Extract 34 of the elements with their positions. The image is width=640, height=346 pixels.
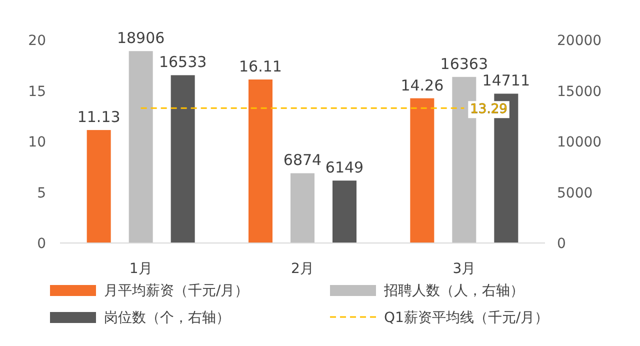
legend-label: Q1薪资平均线（千元/月） (384, 310, 549, 326)
y-tick-label: 5 (37, 185, 46, 202)
data-label: 14.26 (400, 76, 444, 94)
legend-label: 岗位数（个，右轴） (104, 310, 230, 326)
bar (86, 130, 111, 243)
y2-tick-label: 20000 (557, 33, 602, 49)
y-tick-label: 15 (28, 84, 46, 100)
data-label: 6149 (325, 158, 364, 177)
y2-tick-label: 15000 (557, 84, 602, 100)
x-tick-label: 1月 (129, 261, 152, 277)
bar (248, 79, 272, 243)
data-label: 16363 (440, 54, 488, 73)
bar (332, 180, 356, 243)
y-tick-label: 20 (28, 33, 46, 49)
data-label: 11.13 (77, 108, 120, 126)
y2-tick-label: 5000 (557, 185, 593, 202)
data-label: 14711 (482, 72, 530, 90)
bar (410, 98, 434, 243)
bar (290, 173, 314, 243)
data-label: 16533 (158, 53, 207, 72)
y2-tick-label: 0 (557, 236, 566, 252)
x-tick-label: 2月 (291, 261, 314, 277)
bar (170, 75, 195, 243)
data-label: 16.11 (239, 57, 282, 76)
data-label: 18906 (116, 29, 165, 48)
legend-label: 月平均薪资（千元/月） (104, 283, 249, 299)
y-tick-label: 10 (28, 134, 46, 150)
bar (128, 51, 153, 243)
data-label: 6874 (283, 151, 322, 170)
x-tick-label: 3月 (452, 261, 476, 277)
legend-label: 招聘人数（人，右轴） (383, 283, 524, 299)
y2-tick-label: 10000 (557, 134, 602, 150)
y-tick-label: 0 (37, 236, 46, 252)
data-label: 13.29 (470, 102, 508, 118)
